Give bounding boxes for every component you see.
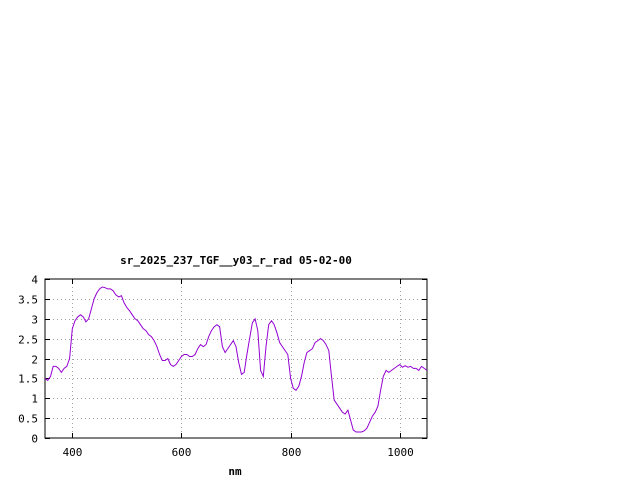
grid-lines (45, 279, 427, 438)
chart-title: sr_2025_237_TGF__y03_r_rad 05-02-00 (120, 254, 352, 267)
plot-frame (44, 278, 428, 439)
x-axis-tick-labels: 400 600 800 1000 (63, 446, 414, 459)
x-tick-label: 400 (63, 446, 83, 459)
axis-ticks (45, 279, 427, 439)
x-tick-label: 600 (172, 446, 192, 459)
x-tick-label: 1000 (387, 446, 414, 459)
y-tick-label: 2.5 (18, 334, 38, 347)
y-tick-label: 0.5 (18, 413, 38, 426)
y-tick-label: 3 (31, 314, 38, 327)
y-tick-label: 1 (31, 393, 38, 406)
spectrum-line (44, 286, 428, 433)
y-tick-label: 0 (31, 433, 38, 446)
y-axis-tick-labels: 0 0.5 1 1.5 2 2.5 3 3.5 4 (18, 274, 38, 446)
y-tick-label: 3.5 (18, 294, 38, 307)
x-tick-label: 800 (282, 446, 302, 459)
y-tick-label: 2 (31, 354, 38, 367)
y-tick-label: 1.5 (18, 373, 38, 386)
x-axis-label: nm (228, 465, 242, 478)
y-tick-label: 4 (31, 274, 38, 287)
